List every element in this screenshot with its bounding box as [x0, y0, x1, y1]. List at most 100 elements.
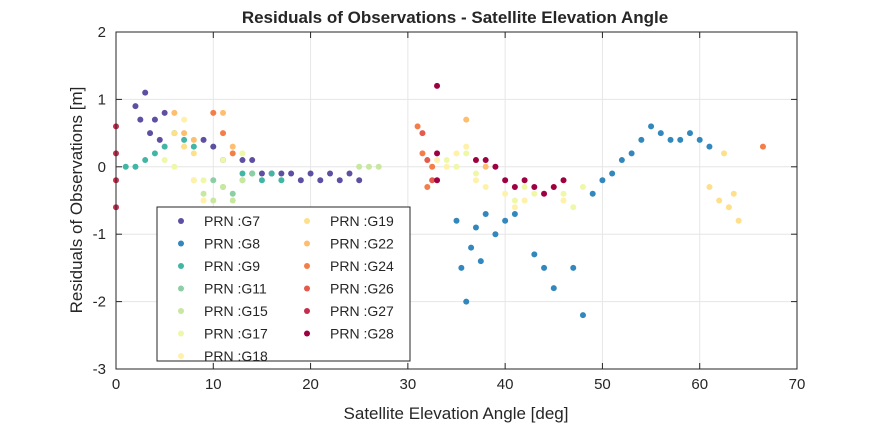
data-point — [375, 163, 382, 170]
data-point — [220, 109, 227, 116]
data-point — [463, 116, 470, 123]
data-point — [531, 184, 538, 191]
data-point — [171, 130, 178, 137]
chart-title: Residuals of Observations - Satellite El… — [242, 8, 668, 27]
x-tick-label: 40 — [497, 376, 514, 393]
data-point — [482, 157, 489, 164]
data-point — [424, 184, 431, 191]
data-point — [443, 157, 450, 164]
series-prn-g17 — [161, 143, 586, 211]
data-point — [239, 157, 246, 164]
data-point — [443, 163, 450, 170]
data-point — [132, 103, 139, 110]
data-point — [531, 251, 538, 258]
data-point — [142, 89, 149, 96]
data-point — [161, 143, 168, 150]
data-point — [648, 123, 655, 130]
x-tick-label: 20 — [302, 376, 319, 393]
data-point — [210, 197, 217, 204]
data-point — [696, 136, 703, 143]
data-point — [258, 170, 265, 177]
data-point — [579, 312, 586, 319]
data-point — [618, 157, 625, 164]
x-tick-label: 60 — [691, 376, 708, 393]
data-point — [657, 130, 664, 137]
series-prn-g26 — [419, 130, 436, 184]
data-point — [181, 136, 188, 143]
data-point — [122, 163, 129, 170]
series-prn-g9 — [122, 130, 285, 184]
data-point — [550, 285, 557, 292]
data-point — [472, 157, 479, 164]
data-point — [137, 116, 144, 123]
legend-marker — [178, 353, 184, 359]
data-point — [472, 224, 479, 231]
series-prn-g19 — [171, 130, 742, 224]
data-point — [434, 177, 441, 184]
legend-label: PRN :G19 — [330, 213, 394, 229]
data-point — [550, 184, 557, 191]
data-point — [171, 109, 178, 116]
data-point — [161, 109, 168, 116]
data-point — [453, 217, 460, 224]
data-point — [735, 217, 742, 224]
data-point — [706, 143, 713, 150]
data-point — [229, 197, 236, 204]
data-point — [667, 136, 674, 143]
legend-label: PRN :G26 — [330, 281, 394, 297]
legend-label: PRN :G24 — [330, 258, 394, 274]
series-prn-g27 — [113, 123, 119, 211]
data-point — [229, 150, 236, 157]
x-axis-label: Satellite Elevation Angle [deg] — [344, 404, 569, 423]
data-point — [278, 177, 285, 184]
legend-label: PRN :G9 — [204, 258, 260, 274]
legend-label: PRN :G22 — [330, 236, 394, 252]
axis-ticks: 0 10 20 30 40 50 60 70 -3 -2 -1 0 1 2 — [93, 24, 806, 393]
data-point — [419, 150, 426, 157]
data-point — [463, 298, 470, 305]
data-point — [570, 204, 577, 211]
data-point — [419, 130, 426, 137]
data-point — [599, 177, 606, 184]
data-point — [220, 157, 227, 164]
data-point — [463, 143, 470, 150]
data-point — [336, 177, 343, 184]
x-tick-label: 10 — [205, 376, 222, 393]
data-point — [278, 170, 285, 177]
y-tick-label: -3 — [93, 361, 106, 378]
legend: PRN :G7 PRN :G8 PRN :G9 PRN :G11 PRN :G15 PRN… — [156, 206, 411, 364]
data-point — [730, 190, 737, 197]
series-prn-g28 — [434, 82, 567, 197]
legend-label: PRN :G27 — [330, 303, 394, 319]
data-point — [511, 204, 518, 211]
data-point — [511, 184, 518, 191]
data-point — [414, 123, 421, 130]
data-point — [200, 197, 207, 204]
x-tick-label: 50 — [594, 376, 611, 393]
data-point — [161, 157, 168, 164]
data-point — [434, 150, 441, 157]
data-point — [190, 177, 197, 184]
data-point — [502, 177, 509, 184]
data-point — [239, 177, 246, 184]
data-point — [453, 150, 460, 157]
data-point — [190, 150, 197, 157]
data-point — [258, 177, 265, 184]
data-point — [147, 130, 154, 137]
data-point — [541, 190, 548, 197]
legend-marker — [304, 263, 310, 269]
data-points — [113, 82, 766, 319]
data-point — [210, 109, 217, 116]
legend-box — [156, 206, 411, 362]
data-point — [220, 184, 227, 191]
data-point — [190, 136, 197, 143]
x-tick-label: 0 — [112, 376, 120, 393]
data-point — [132, 163, 139, 170]
data-point — [759, 143, 766, 150]
data-point — [151, 116, 158, 123]
plot-frame — [115, 31, 798, 370]
data-point — [477, 258, 484, 265]
data-point — [725, 204, 732, 211]
data-point — [200, 190, 207, 197]
data-point — [511, 210, 518, 217]
